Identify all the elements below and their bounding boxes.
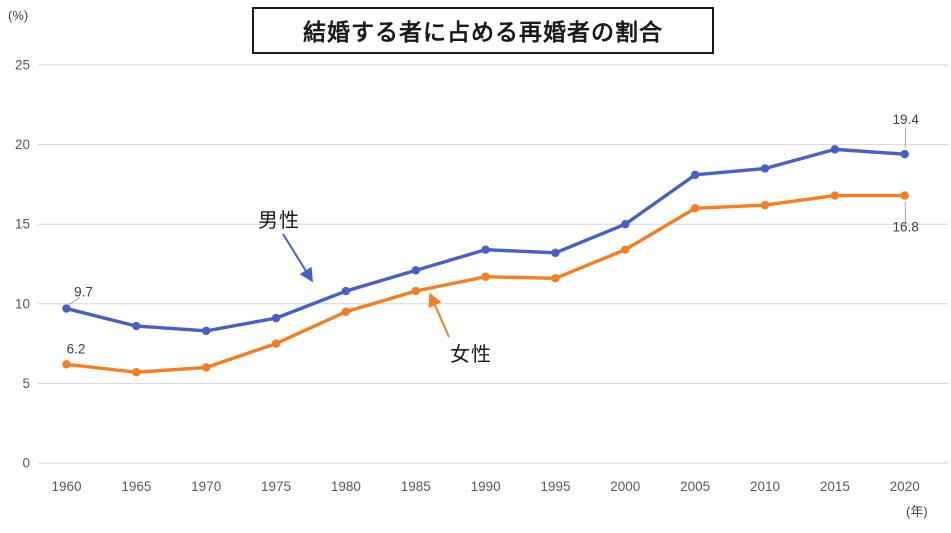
x-tick-label-2020: 2020	[890, 479, 920, 494]
y-tick-label-10: 10	[15, 296, 30, 311]
y-tick-label-25: 25	[15, 58, 30, 73]
data-point-male-2000	[621, 220, 630, 229]
data-point-male-1965	[132, 321, 141, 331]
y-axis-unit-label: (%)	[8, 8, 29, 23]
data-point-female-1985	[411, 286, 420, 296]
data-point-female-2015	[830, 191, 840, 200]
x-tick-label-1960: 1960	[51, 479, 81, 494]
chart-title: 結婚する者に占める再婚者の割合	[252, 7, 714, 54]
data-point-female-1960	[62, 360, 71, 369]
y-tick-label-5: 5	[22, 376, 30, 391]
data-point-male-1980	[341, 286, 351, 296]
data-point-female-1970	[202, 363, 211, 372]
x-tick-label-1965: 1965	[121, 479, 151, 494]
male-callout-arrow	[282, 233, 313, 283]
data-point-male-1975	[271, 313, 281, 323]
data-point-male-2015	[830, 145, 840, 154]
x-tick-label-1970: 1970	[191, 479, 221, 494]
series-label-female: 女性	[450, 344, 492, 366]
series-label-male: 男性	[258, 210, 300, 232]
data-point-male-2020	[900, 149, 909, 159]
point-value-label-16.8: 16.8	[893, 220, 919, 235]
y-tick-label-0: 0	[22, 456, 30, 471]
data-point-male-1985	[411, 266, 420, 275]
x-tick-label-2015: 2015	[820, 479, 850, 494]
data-point-male-1960	[62, 304, 71, 313]
female-callout-arrow	[428, 292, 450, 338]
x-tick-label-2010: 2010	[750, 479, 780, 494]
leader-line	[904, 201, 907, 223]
point-value-label-19.4: 19.4	[893, 112, 920, 127]
y-tick-label-15: 15	[15, 217, 30, 232]
x-tick-label-1985: 1985	[401, 479, 431, 494]
leader-line	[68, 297, 81, 305]
x-tick-label-1990: 1990	[471, 479, 501, 494]
data-point-male-1970	[202, 326, 211, 336]
x-tick-label-1975: 1975	[261, 479, 291, 494]
x-axis-unit-label: (年)	[906, 504, 928, 519]
data-point-female-1995	[551, 274, 560, 283]
data-point-male-1995	[551, 248, 560, 258]
x-tick-label-2005: 2005	[680, 479, 710, 494]
data-point-female-1980	[341, 307, 351, 316]
data-point-female-2005	[690, 204, 700, 213]
data-point-male-2005	[690, 170, 700, 180]
x-tick-label-1995: 1995	[540, 479, 570, 494]
data-point-female-1990	[481, 272, 490, 281]
data-point-female-2010	[760, 200, 770, 210]
data-point-male-1990	[481, 245, 490, 254]
leader-line	[904, 127, 907, 149]
data-point-female-2020	[900, 191, 909, 200]
point-value-label-9.7: 9.7	[74, 285, 93, 300]
x-tick-label-1980: 1980	[331, 479, 361, 494]
data-point-male-2010	[760, 164, 770, 173]
point-value-label-6.2: 6.2	[67, 341, 86, 356]
data-point-female-1975	[271, 339, 281, 348]
data-point-female-2000	[621, 245, 630, 254]
x-tick-label-2000: 2000	[610, 479, 640, 494]
data-point-female-1965	[132, 368, 141, 377]
y-tick-label-20: 20	[15, 137, 30, 152]
